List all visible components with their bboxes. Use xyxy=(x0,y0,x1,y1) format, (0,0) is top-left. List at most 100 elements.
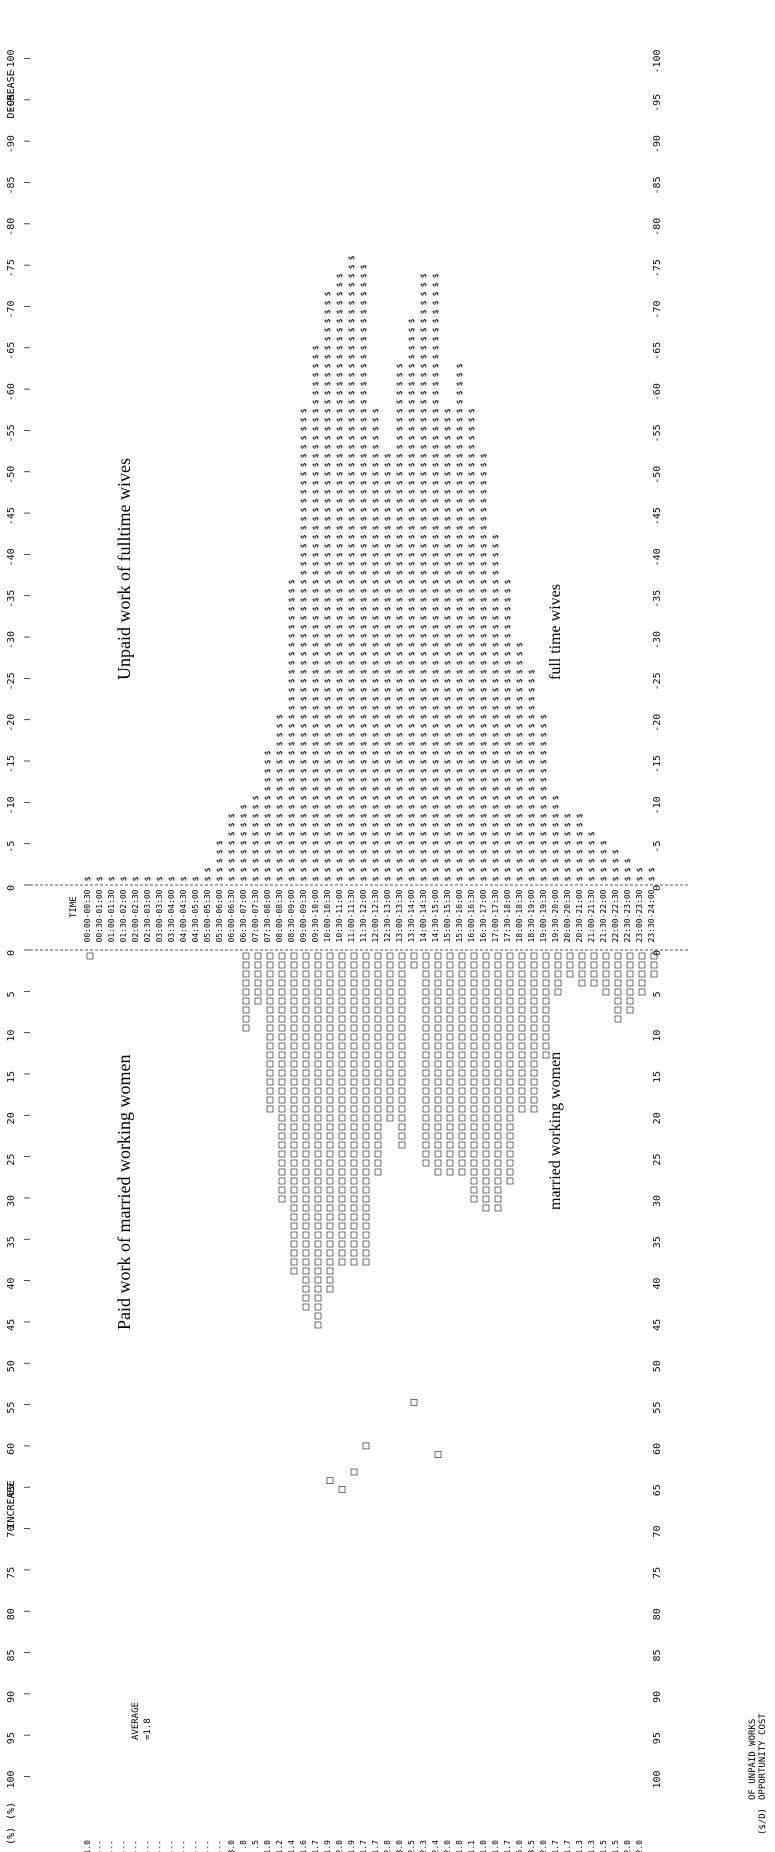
unpaid-work-symbol xyxy=(602,952,610,960)
paid-work-symbol: $ xyxy=(455,705,464,710)
increase-tick-right: 5 xyxy=(652,991,663,997)
paid-work-symbol: $ xyxy=(383,759,392,764)
paid-work-symbol: $ xyxy=(371,867,380,872)
paid-work-symbol: $ xyxy=(299,867,308,872)
unpaid-work-symbol xyxy=(446,1042,454,1050)
paid-work-symbol: $ xyxy=(347,570,356,575)
paid-work-symbol: $ xyxy=(371,831,380,836)
unpaid-work-symbol xyxy=(482,961,490,969)
paid-work-symbol: $ xyxy=(347,327,356,332)
paid-work-symbol: $ xyxy=(347,804,356,809)
paid-work-symbol: $ xyxy=(467,858,476,863)
paid-work-symbol: $ xyxy=(311,867,320,872)
paid-work-symbol: $ xyxy=(407,615,416,620)
paid-work-bar: $$$$$$$$ xyxy=(227,813,236,881)
unpaid-work-symbol xyxy=(374,952,382,960)
paid-work-symbol: $ xyxy=(431,390,440,395)
paid-work-symbol: $ xyxy=(287,669,296,674)
paid-work-symbol: $ xyxy=(359,831,368,836)
unpaid-work-symbol xyxy=(446,1069,454,1077)
unpaid-work-symbol xyxy=(314,1240,322,1248)
unpaid-work-symbol xyxy=(314,1213,322,1221)
paid-work-symbol: $ xyxy=(383,642,392,647)
paid-work-symbol: $ xyxy=(431,552,440,557)
average-label: AVERAGE xyxy=(131,1702,141,1740)
paid-work-symbol: $ xyxy=(503,813,512,818)
paid-work-symbol: $ xyxy=(479,588,488,593)
paid-work-symbol: $ xyxy=(419,606,428,611)
paid-work-symbol: $ xyxy=(395,525,404,530)
paid-work-symbol: $ xyxy=(347,300,356,305)
unpaid-work-symbol xyxy=(350,1258,358,1266)
unpaid-work-symbol xyxy=(338,1222,346,1230)
unpaid-work-symbol xyxy=(326,1060,334,1068)
paid-work-symbol: $ xyxy=(383,489,392,494)
unpaid-work-symbol xyxy=(470,1087,478,1095)
decrease-tick-right: -80 xyxy=(652,218,663,236)
paid-work-symbol: $ xyxy=(323,471,332,476)
paid-work-symbol: $ xyxy=(395,570,404,575)
paid-work-symbol: $ xyxy=(407,624,416,629)
paid-work-symbol: $ xyxy=(455,804,464,809)
unpaid-work-symbol xyxy=(434,1114,442,1122)
paid-work-symbol: $ xyxy=(371,858,380,863)
unpaid-work-symbol xyxy=(314,1204,322,1212)
paid-work-symbol: $ xyxy=(503,849,512,854)
paid-work-symbol: $ xyxy=(455,714,464,719)
unpaid-work-symbol xyxy=(362,1105,370,1113)
time-slot-label: 03:30-04:00 xyxy=(167,889,176,942)
paid-work-symbol: $ xyxy=(287,741,296,746)
unpaid-work-symbol xyxy=(302,1177,310,1185)
unpaid-work-symbol xyxy=(302,1294,310,1302)
paid-work-symbol: $ xyxy=(299,804,308,809)
paid-work-symbol: $ xyxy=(503,786,512,791)
paid-work-symbol: $ xyxy=(347,651,356,656)
paid-work-symbol: $ xyxy=(527,858,536,863)
unpaid-work-symbol xyxy=(362,1024,370,1032)
paid-work-symbol: $ xyxy=(371,669,380,674)
unpaid-work-symbol xyxy=(326,1024,334,1032)
paid-work-symbol: $ xyxy=(323,588,332,593)
unpaid-work-symbol xyxy=(362,1069,370,1077)
paid-work-symbol: $ xyxy=(323,318,332,323)
paid-work-symbol: $ xyxy=(359,804,368,809)
paid-work-symbol: $ xyxy=(491,588,500,593)
unpaid-work-symbol xyxy=(374,1087,382,1095)
unpaid-work-symbol xyxy=(302,961,310,969)
unpaid-work-symbol xyxy=(386,1087,394,1095)
time-slot-label: 15:00-15:30 xyxy=(443,889,452,942)
paid-work-symbol: $ xyxy=(311,453,320,458)
unpaid-work-symbol xyxy=(374,1168,382,1176)
paid-work-symbol: $ xyxy=(479,687,488,692)
paid-work-symbol: $ xyxy=(359,858,368,863)
unpaid-work-symbol xyxy=(470,1069,478,1077)
unpaid-work-symbol xyxy=(602,961,610,969)
paid-work-symbol: $ xyxy=(455,759,464,764)
paid-work-symbol: $ xyxy=(335,417,344,422)
paid-work-symbol: $ xyxy=(371,732,380,737)
unpaid-work-symbol xyxy=(86,952,94,960)
unpaid-work-bar xyxy=(602,952,610,996)
paid-work-symbol: $ xyxy=(599,876,608,881)
unpaid-work-symbol xyxy=(542,1006,550,1014)
unpaid-work-symbol xyxy=(494,1060,502,1068)
unpaid-work-symbol xyxy=(482,1078,490,1086)
paid-work-symbol: $ xyxy=(371,849,380,854)
paid-work-symbol: $ xyxy=(443,831,452,836)
paid-work-symbol: $ xyxy=(287,831,296,836)
paid-work-symbol: $ xyxy=(347,768,356,773)
unpaid-work-symbol xyxy=(266,1051,274,1059)
paid-work-symbol: $ xyxy=(467,768,476,773)
unpaid-work-symbol xyxy=(326,1132,334,1140)
paid-work-bar: $$$$$$$$$$$$$$$$$$$$$$$$$$$$$$$$$$$$$$$$… xyxy=(479,453,488,881)
unpaid-work-symbol xyxy=(350,1069,358,1077)
unpaid-work-symbol xyxy=(338,1024,346,1032)
unpaid-work-symbol xyxy=(314,1123,322,1131)
paid-work-symbol: $ xyxy=(527,786,536,791)
unpaid-work-symbol xyxy=(506,1087,514,1095)
paid-work-symbol: $ xyxy=(299,750,308,755)
paid-work-symbol: $ xyxy=(443,768,452,773)
unpaid-work-symbol xyxy=(302,1303,310,1311)
paid-work-symbol: $ xyxy=(323,732,332,737)
paid-work-symbol: $ xyxy=(311,507,320,512)
